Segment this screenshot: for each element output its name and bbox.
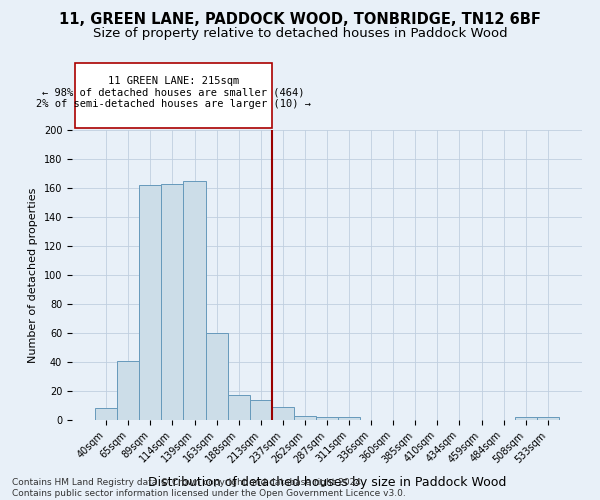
Bar — [117, 360, 139, 420]
Bar — [250, 400, 272, 420]
Bar — [227, 396, 250, 420]
Bar — [206, 333, 227, 420]
Bar — [184, 180, 206, 420]
Bar — [139, 185, 161, 420]
Bar — [338, 417, 360, 420]
Text: 11 GREEN LANE: 215sqm
← 98% of detached houses are smaller (464)
2% of semi-deta: 11 GREEN LANE: 215sqm ← 98% of detached … — [36, 76, 311, 109]
X-axis label: Distribution of detached houses by size in Paddock Wood: Distribution of detached houses by size … — [148, 476, 506, 488]
Bar — [316, 417, 338, 420]
Bar — [537, 417, 559, 420]
Bar — [272, 407, 294, 420]
Text: Contains HM Land Registry data © Crown copyright and database right 2024.
Contai: Contains HM Land Registry data © Crown c… — [12, 478, 406, 498]
Bar — [161, 184, 184, 420]
Text: Size of property relative to detached houses in Paddock Wood: Size of property relative to detached ho… — [92, 28, 508, 40]
Bar — [515, 417, 537, 420]
Bar — [294, 416, 316, 420]
Y-axis label: Number of detached properties: Number of detached properties — [28, 188, 38, 362]
Bar — [95, 408, 117, 420]
Text: 11, GREEN LANE, PADDOCK WOOD, TONBRIDGE, TN12 6BF: 11, GREEN LANE, PADDOCK WOOD, TONBRIDGE,… — [59, 12, 541, 28]
